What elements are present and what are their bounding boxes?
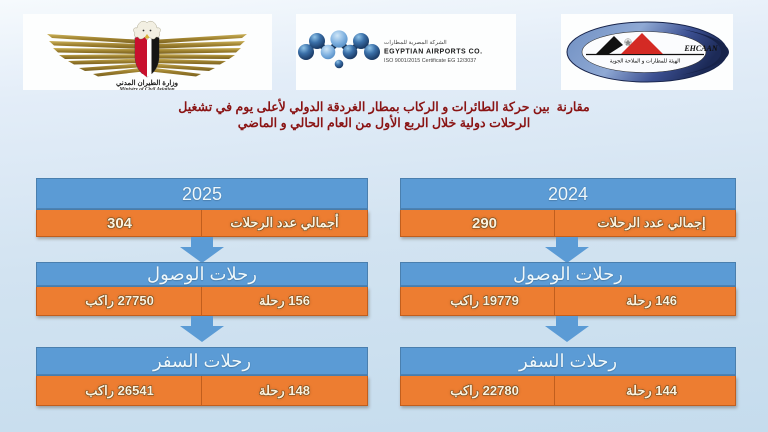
svg-text:EHCAAN: EHCAAN (683, 44, 719, 53)
svg-text:EGYPTIAN AIRPORTS CO.: EGYPTIAN AIRPORTS CO. (384, 49, 483, 56)
svg-text:ISO 9001/2015 Certificate EG 1: ISO 9001/2015 Certificate EG 12/3037 (384, 58, 476, 64)
svg-text:Ministry of Civil Aviation: Ministry of Civil Aviation (118, 87, 174, 91)
svg-text:الهيئة للمطارات و الملاحة الجو: الهيئة للمطارات و الملاحة الجوية (610, 59, 680, 65)
svg-text:الشركة المصرية للمطارات: الشركة المصرية للمطارات (384, 39, 447, 46)
